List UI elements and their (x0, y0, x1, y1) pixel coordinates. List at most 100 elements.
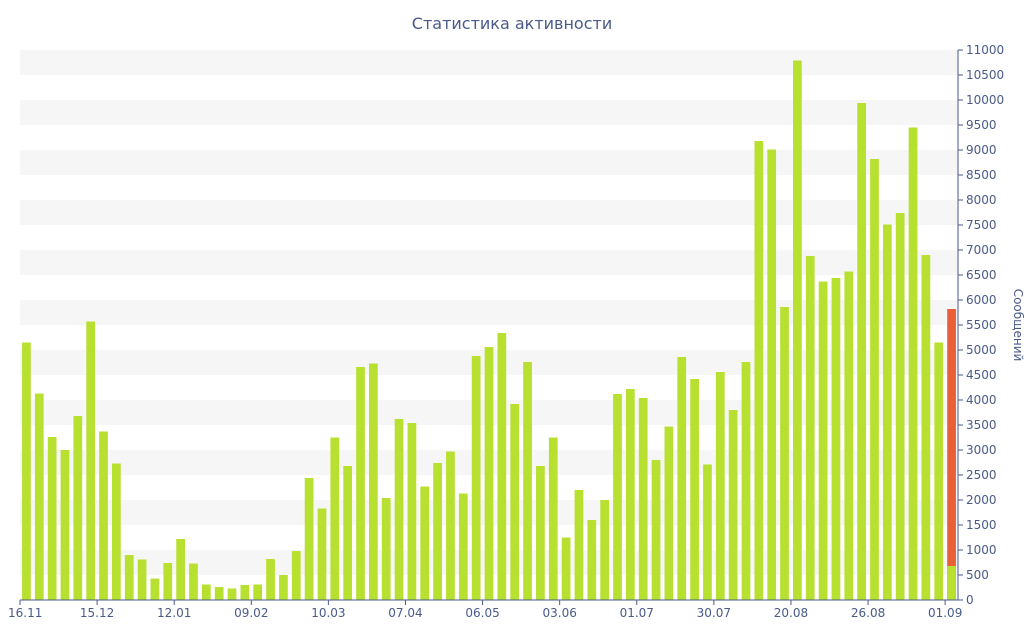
y-tick-label: 9000 (966, 143, 997, 157)
grid-band (20, 150, 958, 175)
bar (112, 463, 121, 600)
y-tick-label: 0 (966, 593, 974, 607)
bar (947, 566, 956, 600)
y-tick-label: 4000 (966, 393, 997, 407)
x-tick-label: 12.01 (157, 606, 191, 620)
bar (703, 464, 712, 600)
y-tick-label: 4500 (966, 368, 997, 382)
bar (484, 347, 494, 600)
bar (458, 493, 468, 600)
y-tick-label: 10500 (966, 68, 1004, 82)
y-tick-label: 9500 (966, 118, 997, 132)
bar (227, 588, 237, 600)
grid-band (20, 300, 958, 325)
y-tick-label: 5500 (966, 318, 997, 332)
grid-band (20, 100, 958, 125)
y-tick-label: 2000 (966, 493, 997, 507)
bar (600, 500, 610, 600)
y-tick-label: 10000 (966, 93, 1004, 107)
x-tick-label: 06.05 (465, 606, 499, 620)
y-tick-label: 3000 (966, 443, 997, 457)
bar (561, 537, 571, 600)
bar (767, 149, 777, 600)
x-tick-label: 20.08 (774, 606, 808, 620)
bar (73, 416, 83, 600)
x-tick-label: 09.02 (234, 606, 268, 620)
bar (908, 127, 918, 600)
bar (433, 463, 442, 600)
bar (523, 362, 532, 600)
bar (176, 539, 185, 600)
bar (266, 559, 275, 600)
bar (934, 342, 944, 600)
x-tick-label: 16.11 (8, 606, 42, 620)
y-tick-label: 6000 (966, 293, 997, 307)
grid-band (20, 250, 958, 275)
bar (793, 60, 802, 600)
bar (613, 394, 622, 600)
bar (754, 141, 764, 600)
x-tick-label: 26.08 (851, 606, 885, 620)
y-tick-label: 7500 (966, 218, 997, 232)
bar (741, 362, 751, 600)
bar (150, 578, 160, 600)
y-tick-label: 5000 (966, 343, 997, 357)
bar (471, 356, 481, 600)
bar (330, 437, 340, 600)
bar (124, 555, 134, 600)
bar (240, 585, 250, 600)
axes (19, 49, 963, 605)
bar (728, 410, 738, 600)
bars (22, 60, 956, 600)
bar (163, 563, 173, 600)
bar (831, 278, 841, 600)
bar (60, 450, 70, 600)
x-tick-label: 30.07 (697, 606, 731, 620)
y-tick-label: 8000 (966, 193, 997, 207)
bar (638, 398, 648, 600)
bar-highlight (947, 309, 956, 600)
chart-title: Статистика активности (411, 14, 613, 33)
grid-band (20, 200, 958, 225)
y-tick-label: 6500 (966, 268, 997, 282)
bar (214, 587, 224, 600)
x-tick-label: 01.09 (928, 606, 962, 620)
x-tick-label: 15.12 (80, 606, 114, 620)
y-tick-labels: 0 500 1000 1500 2000 2500 3000 3500 4000 4500 5000… (966, 43, 1004, 607)
bar (317, 508, 327, 600)
bar (291, 551, 301, 600)
bar (22, 342, 31, 600)
bar (625, 389, 635, 600)
bar (394, 419, 404, 600)
bar (47, 437, 57, 600)
bar (368, 363, 378, 600)
bar (818, 281, 828, 600)
bar (882, 224, 892, 600)
bar (497, 333, 507, 600)
bar (510, 404, 520, 600)
x-tick-label: 03.06 (542, 606, 576, 620)
y-tick-label: 1500 (966, 518, 997, 532)
bar (921, 255, 931, 600)
y-tick-label: 2500 (966, 468, 997, 482)
x-tick-label: 01.07 (620, 606, 654, 620)
x-tick-label: 10.03 (311, 606, 345, 620)
bar (844, 271, 854, 600)
bar (343, 466, 353, 600)
bar (407, 423, 417, 600)
bar (587, 520, 597, 600)
y-tick-label: 3500 (966, 418, 997, 432)
y-tick-label: 11000 (966, 43, 1004, 57)
bar (420, 486, 430, 600)
bar (86, 321, 96, 600)
bar (304, 478, 314, 600)
bar (381, 498, 391, 600)
bar (690, 379, 699, 600)
y-tick-label: 1000 (966, 543, 997, 557)
bar (34, 393, 44, 600)
bar (664, 426, 674, 600)
bar (574, 490, 584, 600)
y-tick-label: 8500 (966, 168, 997, 182)
bar (356, 367, 365, 600)
